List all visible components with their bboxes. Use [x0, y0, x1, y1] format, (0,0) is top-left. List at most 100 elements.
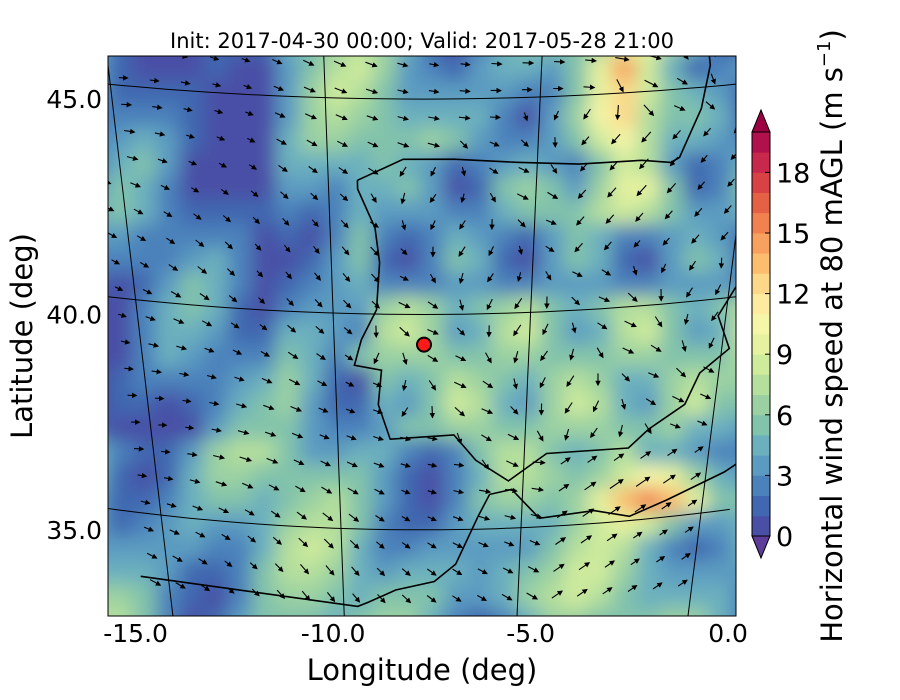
wind-arrow: [661, 502, 672, 510]
speed-cell: [204, 344, 229, 369]
wind-arrow: [401, 379, 408, 392]
speed-cell: [324, 320, 349, 345]
wind-arrow: [342, 272, 351, 283]
speed-cell: [444, 512, 469, 537]
wind-speed-field: [108, 56, 781, 633]
speed-cell: [132, 512, 157, 537]
speed-cell: [540, 392, 565, 417]
speed-cell: [276, 104, 301, 129]
speed-cell: [252, 464, 277, 489]
speed-cell: [684, 608, 709, 616]
colorbar-segment: [752, 495, 770, 517]
wind-arrow: [615, 56, 630, 62]
speed-cell: [228, 152, 253, 177]
speed-cell: [348, 392, 373, 417]
wind-arrow: [513, 324, 522, 337]
speed-cell: [636, 128, 661, 153]
speed-cell: [732, 272, 736, 297]
x-tick-label: -15.0: [103, 619, 168, 648]
wind-arrow: [460, 193, 466, 204]
wind-arrow: [633, 240, 641, 248]
speed-cell: [156, 584, 181, 609]
wind-arrow: [426, 568, 437, 576]
wind-arrow: [607, 187, 617, 198]
speed-cell: [132, 272, 157, 297]
speed-cell: [324, 344, 349, 369]
speed-cell: [612, 296, 637, 321]
speed-cell: [156, 608, 181, 616]
speed-cell: [396, 344, 421, 369]
speed-cell: [732, 512, 736, 537]
wind-arrow: [676, 77, 688, 85]
wind-arrow: [427, 354, 439, 362]
wind-arrow: [121, 339, 131, 345]
speed-cell: [276, 512, 301, 537]
wind-arrow: [718, 257, 725, 269]
speed-cell: [660, 200, 685, 225]
wind-vectors: [108, 56, 736, 604]
wind-arrow: [293, 459, 305, 466]
colorbar-tick-label: 18: [776, 158, 810, 189]
speed-cell: [684, 320, 709, 345]
wind-arrow: [401, 407, 409, 417]
wind-arrow: [169, 529, 180, 535]
wind-arrow: [703, 127, 712, 137]
speed-cell: [588, 416, 613, 441]
speed-cell: [396, 440, 421, 465]
meridian-line: [323, 56, 345, 616]
speed-cell: [444, 56, 469, 81]
speed-cell: [468, 368, 493, 393]
speed-cell: [732, 392, 736, 417]
speed-cell: [348, 344, 373, 369]
wind-arrow: [669, 156, 679, 167]
colorbar: [751, 108, 771, 560]
speed-cell: [516, 128, 541, 153]
speed-cell: [612, 344, 637, 369]
wind-arrow: [274, 563, 284, 573]
colorbar-extend-min: [751, 535, 771, 560]
speed-cell: [228, 584, 253, 609]
speed-cell: [420, 608, 445, 616]
speed-cell: [660, 104, 685, 129]
wind-arrow: [477, 568, 488, 575]
speed-cell: [324, 512, 349, 537]
colorbar-frame: [751, 131, 771, 537]
speed-cell: [300, 560, 325, 585]
wind-arrow: [501, 593, 513, 601]
wind-arrow: [333, 60, 347, 67]
speed-cell: [684, 200, 709, 225]
speed-cell: [108, 80, 133, 105]
chart-title: Init: 2017-04-30 00:00; Valid: 2017-05-2…: [170, 29, 674, 53]
wind-arrow: [201, 584, 211, 592]
wind-arrow: [310, 192, 319, 201]
wind-arrow: [590, 427, 598, 439]
wind-arrow: [247, 535, 257, 543]
wind-arrow: [237, 429, 250, 436]
speed-cell: [612, 176, 637, 201]
speed-cell: [492, 368, 517, 393]
wind-arrow: [130, 182, 142, 188]
wind-arrow: [686, 287, 693, 298]
wind-arrow: [608, 506, 621, 516]
speed-cell: [252, 488, 277, 513]
speed-cell: [252, 560, 277, 585]
wind-arrow: [648, 56, 662, 61]
speed-cell: [180, 104, 205, 129]
speed-cell: [516, 608, 541, 616]
speed-cell: [204, 512, 229, 537]
wind-arrow: [530, 513, 543, 519]
speed-cell: [468, 344, 493, 369]
speed-cell: [468, 272, 493, 297]
wind-arrow: [620, 398, 627, 410]
speed-cell: [396, 200, 421, 225]
speed-cell: [492, 512, 517, 537]
speed-cell: [732, 128, 736, 153]
wind-arrow: [636, 184, 647, 197]
wind-arrow: [672, 130, 681, 140]
speed-cell: [756, 608, 781, 633]
speed-cell: [468, 104, 493, 129]
colorbar-segment: [752, 293, 770, 315]
speed-cell: [252, 320, 277, 345]
speed-cell: [108, 56, 109, 57]
speed-cell: [276, 320, 301, 345]
